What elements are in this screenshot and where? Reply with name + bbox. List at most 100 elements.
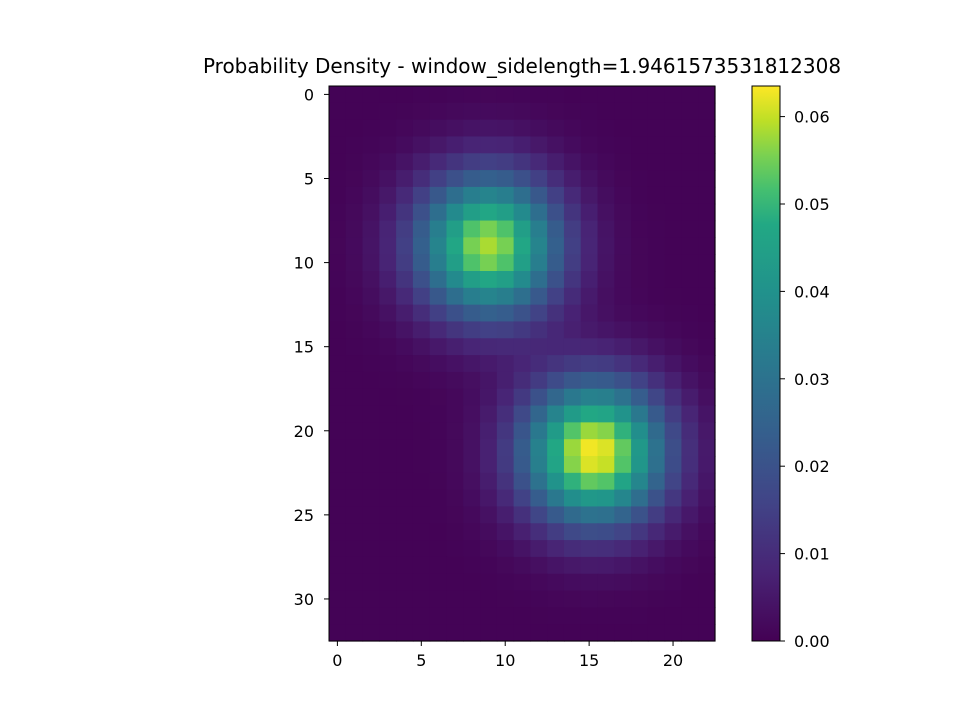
heatmap-cell bbox=[412, 523, 431, 541]
heatmap-cell bbox=[396, 388, 414, 407]
heatmap-cell bbox=[647, 405, 666, 423]
heatmap-cell bbox=[580, 556, 599, 575]
heatmap-cell bbox=[329, 371, 347, 390]
heatmap-cell bbox=[480, 556, 498, 575]
heatmap-cell bbox=[329, 573, 347, 592]
heatmap-cell bbox=[362, 203, 380, 222]
heatmap-cell bbox=[480, 489, 498, 508]
heatmap-cell bbox=[329, 355, 347, 373]
heatmap-cell bbox=[429, 338, 448, 356]
heatmap-cell bbox=[631, 590, 649, 608]
heatmap-cell bbox=[631, 136, 649, 154]
heatmap-cell bbox=[631, 388, 649, 407]
heatmap-cell bbox=[513, 136, 531, 154]
heatmap-cell bbox=[329, 86, 347, 104]
heatmap-cell bbox=[597, 271, 615, 289]
heatmap-cell bbox=[345, 456, 364, 474]
heatmap-cell bbox=[681, 506, 699, 524]
heatmap-cell bbox=[496, 86, 515, 104]
heatmap-cell bbox=[698, 523, 716, 541]
heatmap-cell bbox=[681, 304, 699, 323]
y-tick-label: 5 bbox=[304, 170, 314, 189]
heatmap-cell bbox=[429, 422, 448, 440]
heatmap-cell bbox=[580, 119, 599, 138]
heatmap-cell bbox=[664, 607, 683, 625]
heatmap-cell bbox=[698, 186, 716, 205]
heatmap-cell bbox=[396, 186, 414, 205]
heatmap-cell bbox=[647, 119, 666, 138]
heatmap-cell bbox=[547, 254, 565, 272]
heatmap-cell bbox=[631, 540, 649, 558]
heatmap-cell bbox=[362, 556, 380, 575]
heatmap-cell bbox=[547, 472, 565, 491]
heatmap-cell bbox=[345, 220, 364, 238]
colorbar-tick-label: 0.06 bbox=[794, 108, 830, 127]
heatmap-cell bbox=[631, 338, 649, 356]
heatmap-cell bbox=[329, 102, 347, 121]
heatmap-cell bbox=[547, 271, 565, 289]
heatmap-cell bbox=[329, 523, 347, 541]
heatmap-cell bbox=[362, 540, 380, 558]
heatmap-cell bbox=[345, 136, 364, 154]
heatmap-cell bbox=[530, 170, 548, 188]
heatmap-cell bbox=[362, 573, 380, 592]
heatmap-cell bbox=[698, 439, 716, 457]
heatmap-cell bbox=[463, 355, 481, 373]
heatmap-cell bbox=[446, 355, 464, 373]
y-tick-label: 0 bbox=[304, 85, 314, 104]
heatmap-cell bbox=[429, 607, 448, 625]
heatmap-cell bbox=[530, 472, 548, 491]
heatmap-cell bbox=[664, 321, 683, 339]
heatmap-cell bbox=[513, 170, 531, 188]
heatmap-cell bbox=[396, 254, 414, 272]
colorbar-tick-label: 0.02 bbox=[794, 457, 830, 476]
heatmap-cell bbox=[496, 371, 515, 390]
heatmap-cell bbox=[463, 86, 481, 104]
heatmap-cell bbox=[513, 573, 531, 592]
heatmap-cell bbox=[614, 590, 632, 608]
heatmap-cell bbox=[580, 321, 599, 339]
heatmap-cell bbox=[396, 573, 414, 592]
heatmap-cell bbox=[563, 304, 582, 323]
heatmap-cell bbox=[664, 355, 683, 373]
heatmap-cell bbox=[362, 472, 380, 491]
heatmap-cell bbox=[513, 456, 531, 474]
heatmap-cell bbox=[412, 287, 431, 306]
heatmap-cell bbox=[412, 153, 431, 171]
heatmap-cell bbox=[664, 220, 683, 238]
heatmap-cell bbox=[379, 136, 397, 154]
heatmap-cell bbox=[513, 355, 531, 373]
heatmap-cell bbox=[580, 237, 599, 255]
heatmap-cell bbox=[429, 136, 448, 154]
heatmap-cell bbox=[597, 405, 615, 423]
heatmap-cell bbox=[664, 489, 683, 508]
heatmap-cell bbox=[513, 556, 531, 575]
heatmap-cell bbox=[345, 254, 364, 272]
heatmap-cell bbox=[362, 237, 380, 255]
heatmap-cell bbox=[446, 540, 464, 558]
heatmap-cell bbox=[547, 540, 565, 558]
heatmap-cell bbox=[647, 540, 666, 558]
heatmap-cell bbox=[480, 203, 498, 222]
heatmap-cell bbox=[412, 489, 431, 508]
heatmap-cell bbox=[647, 472, 666, 491]
heatmap-cell bbox=[614, 573, 632, 592]
heatmap-cell bbox=[345, 102, 364, 121]
heatmap-cell bbox=[412, 624, 431, 642]
heatmap-cell bbox=[480, 456, 498, 474]
heatmap-cell bbox=[631, 607, 649, 625]
heatmap-cell bbox=[597, 540, 615, 558]
heatmap-cell bbox=[614, 506, 632, 524]
heatmap-cell bbox=[379, 556, 397, 575]
heatmap-cell bbox=[463, 170, 481, 188]
heatmap-cell bbox=[329, 237, 347, 255]
heatmap-cell bbox=[480, 573, 498, 592]
heatmap-cell bbox=[698, 506, 716, 524]
heatmap-cell bbox=[681, 607, 699, 625]
heatmap-cell bbox=[580, 422, 599, 440]
heatmap-cell bbox=[614, 439, 632, 457]
heatmap-cell bbox=[362, 287, 380, 306]
heatmap-cell bbox=[513, 287, 531, 306]
heatmap-cell bbox=[614, 86, 632, 104]
heatmap-cell bbox=[480, 607, 498, 625]
